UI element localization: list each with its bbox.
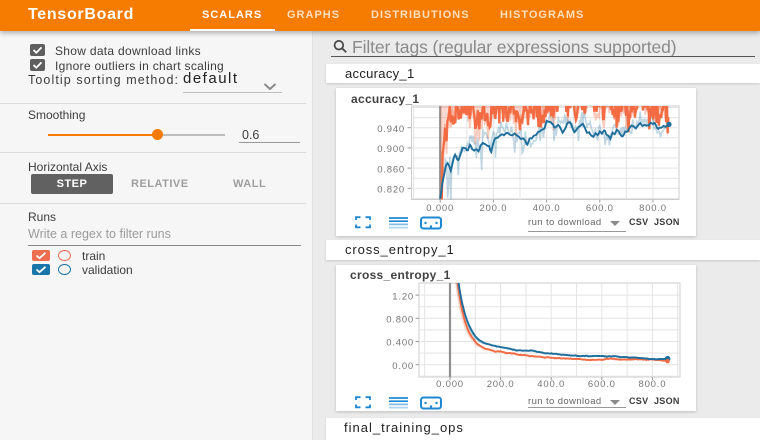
svg-text:400.0: 400.0 bbox=[533, 203, 561, 214]
svg-text:1.20: 1.20 bbox=[392, 291, 414, 302]
svg-text:600.0: 600.0 bbox=[588, 379, 616, 390]
svg-text:200.0: 200.0 bbox=[480, 203, 508, 214]
svg-text:0.820: 0.820 bbox=[377, 185, 405, 196]
svg-text:0.860: 0.860 bbox=[377, 164, 405, 175]
svg-text:200.0: 200.0 bbox=[487, 379, 515, 390]
svg-text:800.0: 800.0 bbox=[639, 379, 667, 390]
svg-text:0.400: 0.400 bbox=[386, 338, 414, 349]
svg-text:0.000: 0.000 bbox=[436, 379, 464, 390]
svg-text:0.000: 0.000 bbox=[426, 203, 454, 214]
svg-text:0.900: 0.900 bbox=[377, 144, 405, 155]
svg-text:0.940: 0.940 bbox=[377, 124, 405, 135]
svg-text:0.00: 0.00 bbox=[392, 361, 414, 372]
svg-text:400.0: 400.0 bbox=[537, 379, 565, 390]
svg-text:600.0: 600.0 bbox=[586, 203, 614, 214]
svg-text:800.0: 800.0 bbox=[639, 203, 667, 214]
svg-text:0.800: 0.800 bbox=[386, 315, 414, 326]
